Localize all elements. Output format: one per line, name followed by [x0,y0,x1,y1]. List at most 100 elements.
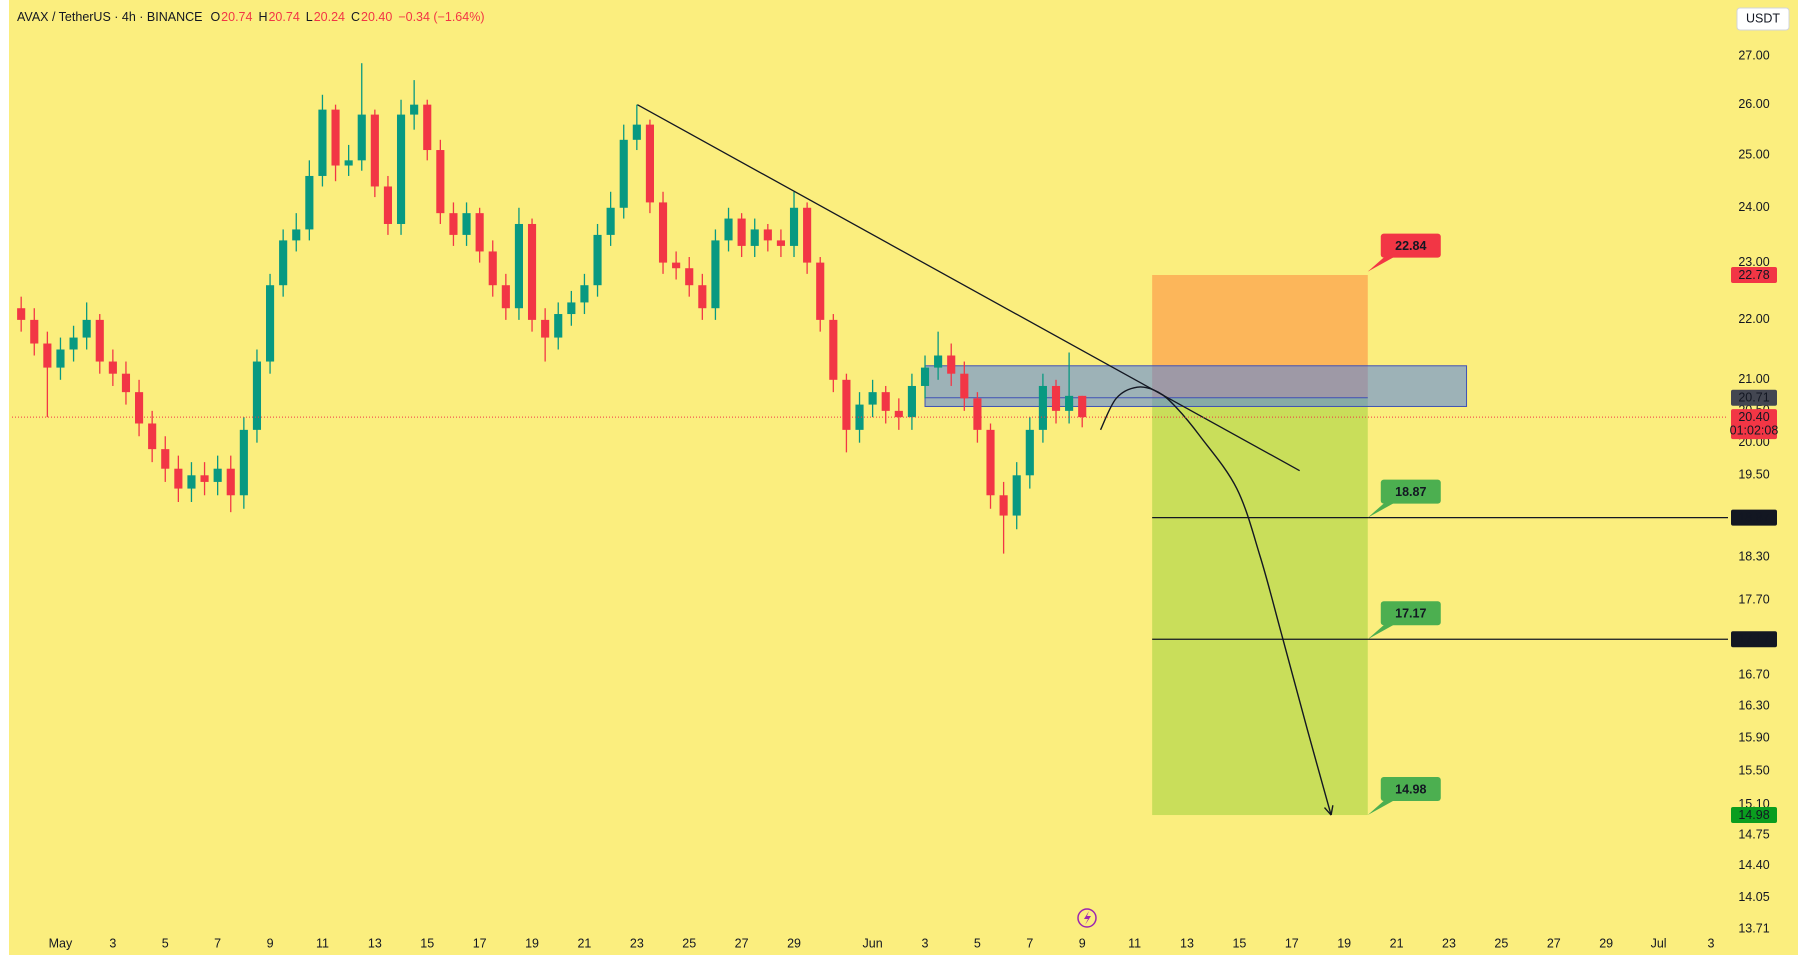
callout-label: 18.87 [1395,485,1426,499]
candle-body [763,229,772,241]
candle-body [842,379,851,430]
candle-body [279,240,288,286]
candle-body [724,218,733,241]
candle-body [541,319,550,338]
candle-body [1038,385,1047,430]
candle-body [803,207,812,263]
candle-body [161,449,170,469]
candle-body [449,213,458,235]
y-tick-label: 14.75 [1738,827,1769,841]
x-tick-label: 7 [1026,936,1033,950]
callout-pointer [1367,624,1395,640]
x-tick-label: 23 [630,936,644,950]
candle-body [108,361,117,374]
candle-body [69,337,78,350]
x-tick-label: 5 [162,936,169,950]
projection-arrow [1099,386,1332,816]
symbol[interactable]: AVAX / TetherUS · 4h · BINANCE [17,10,203,24]
candle-body [82,319,91,338]
candle-body [685,268,694,286]
x-tick-label: 17 [1285,936,1299,950]
y-tick-label: 14.05 [1738,890,1769,904]
candle-body [750,229,759,246]
candle-body [331,109,340,166]
candle-body [737,218,746,246]
candle-body [973,398,982,430]
ohlc-key: L [305,10,313,24]
candle-body [56,349,65,368]
price-tag [1731,409,1777,440]
price-tag-label: 17.17 [1738,632,1769,646]
candle-body [370,114,379,187]
price-tag [1731,631,1777,648]
y-tick-label: 25.00 [1738,147,1769,161]
candle-body [357,114,366,161]
y-tick-label: 13.71 [1738,921,1769,935]
candle-body [855,404,864,430]
candle-body [1078,395,1087,418]
resistance-zone [924,365,1468,407]
candle-body [881,392,890,411]
y-tick-label: 16.70 [1738,667,1769,681]
candle-body [619,139,628,208]
x-tick-label: May [49,936,73,950]
candle-body [43,343,52,368]
trendline [637,104,1300,472]
candle-body [200,475,209,482]
x-tick-label: 15 [1232,936,1246,950]
x-tick-label: 9 [1079,936,1086,950]
y-tick-label: 14.40 [1738,858,1769,872]
candle-body [1012,475,1021,516]
callout-pointer [1367,800,1395,816]
x-tick-label: 19 [525,936,539,950]
candle-body [567,302,576,315]
x-tick-label: 21 [577,936,591,950]
candle-body [645,124,654,203]
candle-body [907,385,916,418]
currency-label[interactable]: USDT [1746,11,1780,25]
candle-body [514,223,524,309]
y-tick-label: 22.00 [1738,312,1769,326]
ohlc-value: 20.74 [221,10,253,24]
replay-icon[interactable] [1077,908,1097,928]
candle-body [30,319,39,344]
left-edge [0,0,9,955]
x-tick-label: 27 [1547,936,1561,950]
candle-body [396,114,406,224]
price-tag-label: 20.71 [1738,391,1769,405]
candle-body [1065,395,1074,411]
candle-body [318,109,327,176]
callout-label: 17.17 [1395,607,1426,621]
candle-body [226,468,235,496]
x-tick-label: 23 [1442,936,1456,950]
x-tick-label: Jun [863,936,883,950]
icon-circle [1077,908,1097,928]
candle-body [121,373,131,393]
y-tick-label: 23.00 [1738,255,1769,269]
price-tag [1731,509,1777,526]
candle-body [920,367,930,386]
x-tick-label: 21 [1390,936,1404,950]
change: −0.34 (−1.64%) [398,10,485,24]
candle-body [986,429,995,496]
price-tag-label: 14.98 [1738,808,1769,822]
x-tick-label: 13 [368,936,382,950]
price-tag-label: 22.78 [1738,268,1769,282]
candle-body [606,207,615,235]
price-tag [1731,807,1777,824]
candle-body [960,373,969,399]
icon-bolt [1084,911,1091,925]
callout-box [1380,601,1441,626]
candle-body [658,202,668,263]
y-tick-label: 15.90 [1738,731,1769,745]
candle-body [17,308,26,320]
ohlc-value: 20.40 [361,10,393,24]
x-tick-label: 13 [1180,936,1194,950]
y-tick-label: 19.50 [1738,468,1769,482]
callout-pointer [1367,502,1395,518]
ohlc-key: H [258,10,268,24]
candle-body [789,207,799,246]
currency-box[interactable] [1736,7,1790,31]
ohlc-value: 20.74 [268,10,300,24]
